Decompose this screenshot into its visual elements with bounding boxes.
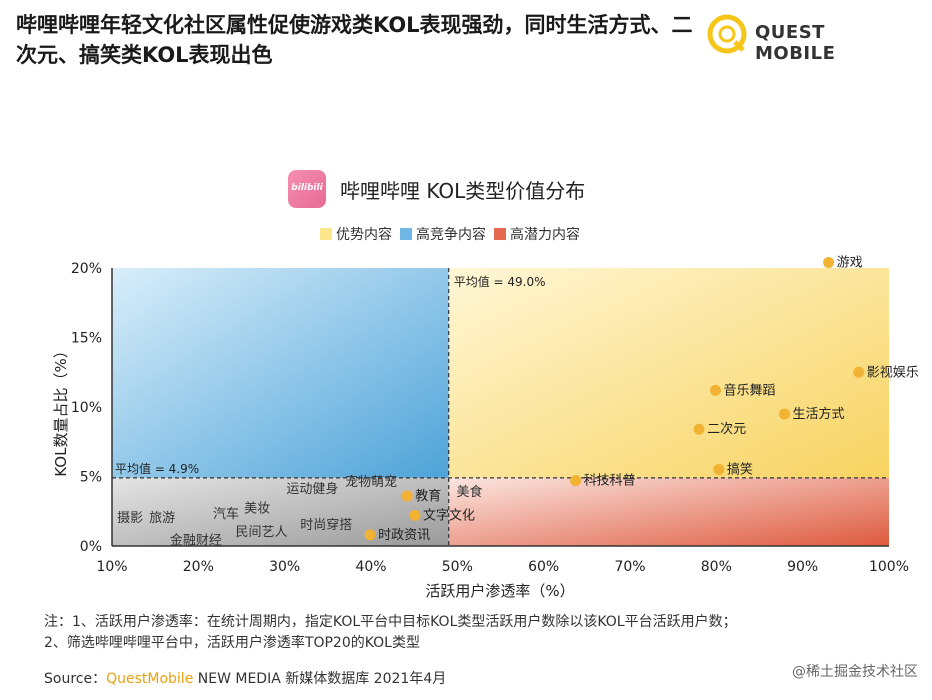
quadrant-backgrounds (112, 268, 889, 546)
x-tick-label: 90% (787, 559, 818, 575)
quadrant-other (112, 477, 449, 546)
quadrant-high-competition (112, 268, 449, 478)
y-axis-label: KOL数量占比（%） (52, 343, 70, 476)
point-label: 科技科普 (584, 474, 636, 489)
brand-logo: QUEST MOBILE (705, 12, 905, 64)
page-headline: 哔哩哔哩年轻文化社区属性促使游戏类KOL表现强劲，同时生活方式、二次元、搞笑类K… (16, 13, 693, 67)
legend-item-high-potential: 高潜力内容 (494, 224, 580, 244)
bilibili-logo-icon: bilibili (288, 170, 326, 208)
y-tick-label: 5% (80, 470, 102, 486)
category-label: 美食 (456, 484, 482, 500)
footnote-line: 2、筛选哔哩哔哩平台中，活跃用户渗透率TOP20的KOL类型 (44, 635, 420, 651)
category-label: 运动健身 (286, 481, 338, 497)
point-label: 教育 (415, 488, 441, 504)
point-label: 二次元 (707, 421, 746, 437)
category-label: 旅游 (149, 511, 175, 526)
axes: 10% 20% 30% 40% 50% 60% 70% 80% 90% 100% 0% 5% 10% 15… (71, 261, 909, 575)
data-point (693, 423, 705, 435)
x-tick-label: 50% (442, 559, 473, 575)
category-label: 金融财经 (170, 532, 222, 548)
chart-title: 哔哩哔哩 KOL类型价值分布 (340, 179, 586, 203)
legend-swatch (320, 228, 332, 240)
data-points (364, 256, 865, 541)
data-point (823, 256, 835, 268)
avg-x-label: 平均值 = 49.0% (454, 274, 546, 289)
watermark-credit: @稀土掘金技术社区 (792, 664, 918, 680)
point-label: 时政资讯 (378, 528, 430, 543)
footnote-line: 注：1、活跃用户渗透率：在统计周期内，指定KOL平台中目标KOL类型活跃用户数除… (44, 614, 737, 630)
category-label: 摄影 (117, 511, 143, 526)
source-line: Source：QuestMobile NEW MEDIA 新媒体数据库 2021… (44, 671, 447, 687)
point-label: 影视娱乐 (867, 365, 919, 380)
category-label: 民间艺人 (235, 525, 287, 540)
y-tick-label: 15% (71, 331, 102, 347)
data-point (853, 366, 865, 378)
category-label: 汽车 (213, 506, 239, 522)
point-label: 音乐舞蹈 (723, 382, 775, 398)
y-tick-label: 20% (71, 261, 102, 277)
chart-legend: 优势内容 高竞争内容 高潜力内容 (320, 224, 580, 244)
category-label: 宠物萌宠 (345, 474, 397, 490)
average-lines: 平均值 = 49.0% 平均值 = 4.9% (112, 268, 889, 546)
footnotes: 注：1、活跃用户渗透率：在统计周期内，指定KOL平台中目标KOL类型活跃用户数除… (44, 612, 737, 654)
point-label: 生活方式 (793, 406, 845, 422)
x-tick-label: 60% (528, 559, 559, 575)
data-point (401, 490, 413, 502)
x-tick-label: 80% (701, 559, 732, 575)
data-point (570, 475, 582, 487)
data-point (409, 509, 421, 521)
category-label: 美妆 (244, 501, 270, 516)
x-tick-label: 20% (183, 559, 214, 575)
x-axis-label: 活跃用户渗透率（%） (425, 582, 574, 600)
x-tick-label: 40% (355, 559, 386, 575)
legend-swatch (494, 228, 506, 240)
x-tick-label: 70% (614, 559, 645, 575)
legend-item-advantage: 优势内容 (320, 224, 392, 244)
avg-y-label: 平均值 = 4.9% (115, 461, 199, 476)
data-point (364, 529, 376, 541)
point-label: 搞笑 (727, 462, 753, 478)
point-label: 文字文化 (423, 508, 475, 523)
data-point (713, 464, 725, 476)
data-point (709, 384, 721, 396)
x-tick-label: 10% (96, 559, 127, 575)
y-tick-label: 10% (71, 400, 102, 416)
x-tick-label: 30% (269, 559, 300, 575)
y-tick-label: 0% (80, 539, 102, 555)
brand-name: QUEST MOBILE (755, 22, 836, 64)
point-label: 游戏 (837, 255, 863, 270)
data-point (779, 408, 791, 420)
x-tick-label: 100% (869, 559, 909, 575)
quadrant-high-potential (448, 477, 889, 546)
legend-swatch (400, 228, 412, 240)
legend-item-high-competition: 高竞争内容 (400, 224, 486, 244)
quest-mobile-icon (707, 14, 747, 54)
category-label: 时尚穿搭 (300, 517, 352, 533)
quadrant-advantage (448, 268, 889, 478)
